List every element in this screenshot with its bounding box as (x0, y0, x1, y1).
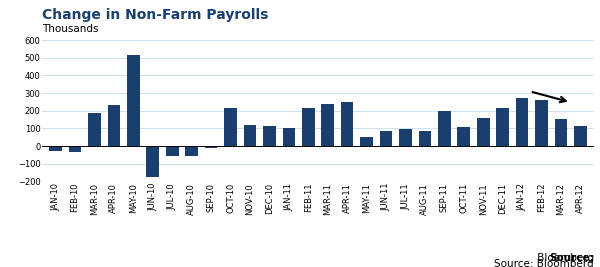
Bar (554, 119, 567, 146)
Bar (574, 126, 587, 146)
Bar (516, 97, 529, 146)
Bar (244, 125, 256, 146)
Text: Bloomberg: Bloomberg (534, 253, 594, 263)
Bar (146, 146, 159, 177)
Bar (166, 146, 179, 156)
Text: Source:: Source: (549, 253, 594, 263)
Bar (457, 127, 470, 146)
Bar (399, 129, 412, 146)
Text: Change in Non-Farm Payrolls: Change in Non-Farm Payrolls (42, 8, 268, 22)
Bar (283, 128, 295, 146)
Bar (49, 146, 62, 151)
Bar (477, 118, 490, 146)
Bar (360, 137, 373, 146)
Bar (205, 146, 217, 148)
Bar (496, 108, 509, 146)
Bar (69, 146, 82, 152)
Bar (341, 102, 353, 146)
Bar (127, 56, 140, 146)
Bar (263, 126, 276, 146)
Bar (302, 108, 314, 146)
Bar (438, 111, 451, 146)
Bar (322, 104, 334, 146)
Bar (88, 113, 101, 146)
Text: Source: Bloomberg: Source: Bloomberg (494, 259, 594, 267)
Bar (380, 131, 392, 146)
Text: Thousands: Thousands (42, 24, 98, 34)
Bar (185, 146, 198, 156)
Bar (419, 131, 431, 146)
Bar (224, 108, 237, 146)
Bar (107, 105, 120, 146)
Bar (535, 100, 548, 146)
